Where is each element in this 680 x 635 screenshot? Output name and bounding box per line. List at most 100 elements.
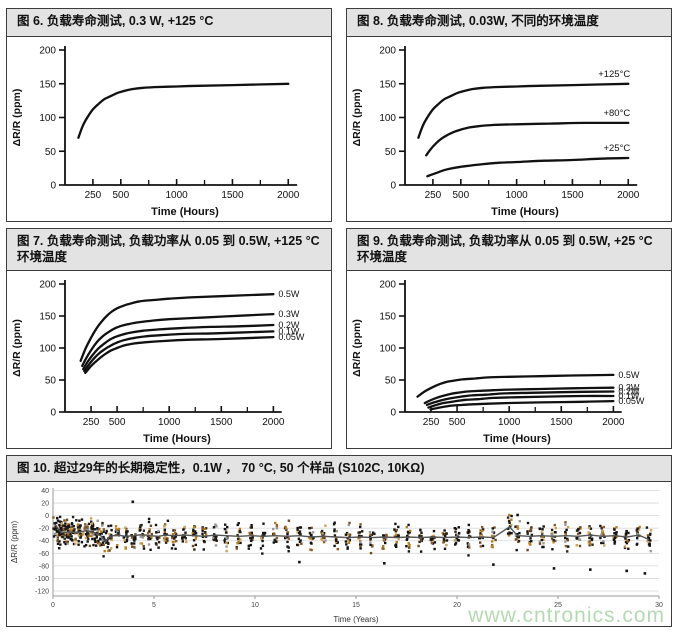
- svg-text:1500: 1500: [221, 190, 244, 201]
- svg-text:150: 150: [39, 79, 56, 90]
- svg-text:250: 250: [83, 417, 100, 428]
- svg-text:0.5W: 0.5W: [278, 289, 300, 299]
- svg-text:0.2W: 0.2W: [278, 320, 300, 330]
- svg-text:150: 150: [39, 312, 56, 323]
- svg-text:2000: 2000: [277, 190, 300, 201]
- svg-text:500: 500: [112, 190, 129, 201]
- svg-text:Time (Hours): Time (Hours): [151, 206, 219, 218]
- svg-text:Time (Hours): Time (Hours): [483, 433, 551, 445]
- svg-text:0: 0: [51, 602, 55, 609]
- svg-text:50: 50: [45, 376, 57, 387]
- svg-text:-120: -120: [35, 588, 49, 595]
- svg-text:2000: 2000: [617, 190, 640, 201]
- svg-text:100: 100: [379, 344, 396, 355]
- svg-text:0: 0: [50, 408, 56, 419]
- svg-text:ΔR/R (ppm): ΔR/R (ppm): [11, 89, 23, 147]
- svg-text:100: 100: [39, 113, 56, 124]
- svg-text:0.05W: 0.05W: [618, 396, 645, 406]
- svg-text:250: 250: [425, 190, 442, 201]
- svg-text:0.5W: 0.5W: [618, 370, 640, 380]
- svg-text:+125°C: +125°C: [598, 69, 630, 80]
- fig10-chart-area: 40 20 0 -20 -40 -60 -80 -100 -120 0 5 10 15 20 25 30 Tim…: [7, 482, 671, 627]
- svg-text:0.3W: 0.3W: [618, 383, 640, 393]
- svg-text:0.3W: 0.3W: [278, 309, 300, 319]
- svg-text:20: 20: [453, 602, 461, 609]
- svg-text:1000: 1000: [498, 417, 521, 428]
- svg-text:25: 25: [554, 602, 562, 609]
- svg-text:1000: 1000: [166, 190, 189, 201]
- svg-text:1500: 1500: [550, 417, 573, 428]
- fig7-title: 图 7. 负载寿命测试, 负载功率从 0.05 到 0.5W, +125 °C …: [7, 229, 331, 271]
- svg-text:0: 0: [390, 181, 396, 192]
- svg-text:2000: 2000: [262, 417, 285, 428]
- svg-text:40: 40: [41, 488, 49, 495]
- svg-text:500: 500: [452, 190, 469, 201]
- svg-text:50: 50: [45, 147, 57, 158]
- fig9-line-chart: 0 50 100 150 200 250 500 1000 1500 2000 Time (Hour…: [351, 280, 645, 446]
- fig8-title: 图 8. 负载寿命测试, 0.03W, 不同的环境温度: [347, 9, 671, 37]
- svg-text:-100: -100: [35, 576, 49, 583]
- panel-fig10: 图 10. 超过29年的长期稳定性，0.1W ， 70 °C, 50 个样品 (…: [6, 455, 672, 627]
- svg-text:100: 100: [39, 344, 56, 355]
- svg-text:200: 200: [379, 280, 396, 291]
- svg-text:50: 50: [385, 147, 397, 158]
- panel-fig6: 图 6. 负载寿命测试, 0.3 W, +125 °C 0 50 100 150 200…: [6, 8, 332, 222]
- svg-text:5: 5: [152, 602, 156, 609]
- svg-text:150: 150: [379, 79, 396, 90]
- panel-fig8: 图 8. 负载寿命测试, 0.03W, 不同的环境温度 0 50 100 150 200…: [346, 8, 672, 222]
- svg-text:ΔR/R (ppm): ΔR/R (ppm): [10, 521, 19, 564]
- svg-text:150: 150: [379, 312, 396, 323]
- fig9-chart-area: 0 50 100 150 200 250 500 1000 1500 2000 Time (Hour…: [347, 271, 671, 448]
- svg-text:500: 500: [449, 417, 466, 428]
- svg-text:50: 50: [385, 376, 397, 387]
- svg-text:250: 250: [423, 417, 440, 428]
- svg-text:Time (Hours): Time (Hours): [143, 433, 211, 445]
- svg-text:1000: 1000: [158, 417, 181, 428]
- svg-text:200: 200: [39, 280, 56, 291]
- svg-text:30: 30: [655, 602, 663, 609]
- svg-text:500: 500: [109, 417, 126, 428]
- fig6-chart-area: 0 50 100 150 200 250 500 1000 1500 2000 Time (Hour…: [7, 37, 331, 221]
- fig8-line-chart: 0 50 100 150 200 250 500 1000 1500 2000 Time (Hour…: [351, 46, 640, 219]
- svg-text:0: 0: [45, 513, 49, 520]
- svg-text:0.2W: 0.2W: [618, 387, 640, 397]
- svg-text:10: 10: [251, 602, 259, 609]
- svg-text:-60: -60: [39, 551, 49, 558]
- svg-text:-20: -20: [39, 526, 49, 533]
- fig6-line-chart: 0 50 100 150 200 250 500 1000 1500 2000 Time (Hour…: [11, 46, 300, 219]
- svg-text:1500: 1500: [561, 190, 584, 201]
- svg-text:200: 200: [39, 46, 56, 57]
- svg-text:ΔR/R (ppm): ΔR/R (ppm): [351, 89, 363, 147]
- fig6-title: 图 6. 负载寿命测试, 0.3 W, +125 °C: [7, 9, 331, 37]
- svg-text:0: 0: [50, 181, 56, 192]
- svg-text:20: 20: [41, 501, 49, 508]
- svg-text:15: 15: [352, 602, 360, 609]
- svg-text:-40: -40: [39, 538, 49, 545]
- svg-text:1000: 1000: [506, 190, 529, 201]
- fig8-chart-area: 0 50 100 150 200 250 500 1000 1500 2000 Time (Hour…: [347, 37, 671, 221]
- svg-text:2000: 2000: [602, 417, 625, 428]
- svg-text:ΔR/R (ppm): ΔR/R (ppm): [11, 319, 23, 377]
- svg-text:+25°C: +25°C: [603, 143, 630, 154]
- svg-text:Time (Years): Time (Years): [333, 615, 379, 624]
- svg-text:100: 100: [379, 113, 396, 124]
- fig7-chart-area: 0 50 100 150 200 250 500 1000 1500 2000 Time (Hour…: [7, 271, 331, 448]
- svg-text:0: 0: [390, 408, 396, 419]
- fig10-title: 图 10. 超过29年的长期稳定性，0.1W ， 70 °C, 50 个样品 (…: [7, 456, 671, 482]
- svg-text:-80: -80: [39, 563, 49, 570]
- svg-text:0.1W: 0.1W: [278, 326, 300, 336]
- svg-text:0.05W: 0.05W: [278, 332, 305, 342]
- svg-text:200: 200: [379, 46, 396, 57]
- svg-text:0.1W: 0.1W: [618, 391, 640, 401]
- svg-text:+80°C: +80°C: [603, 108, 630, 119]
- fig9-title: 图 9. 负载寿命测试, 负载功率从 0.05 到 0.5W, +25 °C 环…: [347, 229, 671, 271]
- fig7-line-chart: 0 50 100 150 200 250 500 1000 1500 2000 Time (Hour…: [11, 280, 305, 446]
- panel-fig7: 图 7. 负载寿命测试, 负载功率从 0.05 到 0.5W, +125 °C …: [6, 228, 332, 449]
- svg-text:Time (Hours): Time (Hours): [491, 206, 559, 218]
- panel-fig9: 图 9. 负载寿命测试, 负载功率从 0.05 到 0.5W, +25 °C 环…: [346, 228, 672, 449]
- svg-text:1500: 1500: [210, 417, 233, 428]
- svg-text:250: 250: [85, 190, 102, 201]
- svg-text:ΔR/R (ppm): ΔR/R (ppm): [351, 319, 363, 377]
